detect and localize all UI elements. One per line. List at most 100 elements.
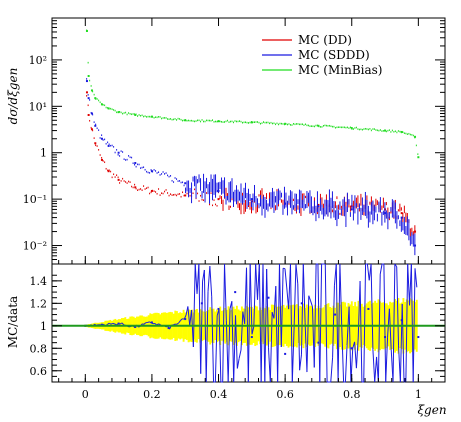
ratio-segment (324, 263, 328, 383)
ratio-segment (394, 263, 398, 267)
y-tick-label: 1.4 (30, 275, 48, 288)
y-tick-label: 10¹ (29, 100, 47, 113)
ratio-segment (251, 326, 255, 335)
ratio-segment (299, 354, 302, 371)
ratio-segment (410, 263, 414, 383)
ratio-segment (284, 268, 288, 289)
ratio-segment (235, 315, 238, 369)
data-point (400, 216, 403, 219)
ratio-segment (304, 322, 308, 373)
ratio-segment (269, 312, 273, 383)
ratio-segment (377, 274, 381, 383)
data-point (150, 115, 153, 118)
ratio-segment (147, 321, 150, 323)
x-tick-label: 0 (82, 388, 89, 401)
ratio-segment (414, 268, 418, 288)
ratio-point (350, 347, 353, 350)
ratio-segment (300, 263, 304, 355)
x-tick-label: 0.2 (143, 388, 161, 401)
ratio-segment (253, 263, 257, 327)
ratio-segment (114, 323, 117, 326)
ratio-segment (200, 281, 204, 374)
data-point (217, 198, 220, 201)
data-point (90, 112, 93, 115)
ratio-segment (236, 358, 240, 369)
data-point (85, 91, 88, 94)
top-axes: 10⁻² 10⁻¹ 1 10¹ 10² (23, 17, 445, 264)
ratio-segment (158, 323, 161, 326)
data-point (100, 137, 103, 140)
data-point (100, 103, 103, 106)
ratio-segment (227, 308, 231, 383)
ratio-segment (297, 283, 301, 371)
ratio-segment (247, 263, 251, 383)
ratio-segment (383, 263, 387, 383)
top-y-axis-title: dσ/dξgen (6, 68, 20, 125)
ratio-segment (180, 318, 183, 321)
data-point (184, 119, 187, 122)
ratio-segment (194, 263, 198, 294)
ratio-segment (405, 263, 409, 382)
ratio-segment (173, 323, 176, 326)
ratio-segment (143, 322, 147, 325)
ratio-segment (366, 263, 370, 281)
ratio-point (100, 323, 103, 326)
ratio-segment (266, 268, 269, 348)
ratio-segment (407, 263, 411, 306)
ratio-segment (255, 263, 258, 300)
ratio-point (134, 325, 137, 328)
ratio-point (184, 318, 187, 321)
ratio-point (250, 336, 253, 339)
ratio-point (267, 296, 270, 299)
top-panel-frame (51, 17, 446, 265)
data-point (317, 203, 320, 206)
ratio-point (167, 327, 170, 330)
ratio-segment (178, 320, 181, 324)
ratio-point (300, 302, 303, 305)
ratio-segment (209, 266, 213, 297)
x-tick-label: 0.8 (343, 388, 361, 401)
ratio-point (417, 336, 420, 339)
ratio-segment (339, 263, 343, 327)
data-point (85, 80, 88, 83)
ratio-segment (283, 267, 286, 270)
ratio-segment (260, 263, 264, 383)
legend: MC (DD)MC (SDDD)MC (MinBias) (262, 33, 382, 77)
ratio-segment (277, 263, 280, 383)
bottom-plot-area (52, 263, 445, 383)
ratio-point (284, 352, 287, 355)
ratio-segment (348, 306, 352, 383)
data-point (250, 121, 253, 124)
ratio-segment (154, 323, 158, 326)
ratio-segment (350, 348, 354, 383)
ratio-segment (238, 349, 242, 359)
ratio-segment (258, 263, 262, 383)
ratio-segment (372, 349, 376, 383)
data-point (250, 198, 253, 201)
ratio-segment (332, 285, 335, 358)
data-point (384, 129, 387, 132)
y-tick-label: 10⁻¹ (23, 193, 47, 206)
x-tick-label: 0.6 (276, 388, 294, 401)
bottom-axes: 0.6 0.8 1 1.2 1.4 0 0.2 0.4 0.6 0.8 1 (30, 260, 445, 401)
y-tick-label: 10⁻² (23, 240, 47, 253)
ratio-segment (295, 263, 299, 285)
ratio-segment (399, 303, 403, 383)
ratio-segment (121, 322, 125, 326)
data-point (107, 144, 110, 147)
data-point (85, 29, 88, 32)
data-point (414, 244, 417, 247)
data-point (350, 208, 353, 211)
ratio-segment (119, 322, 123, 325)
ratio-segment (341, 326, 345, 383)
ratio-segment (211, 296, 215, 383)
ratio-segment (275, 286, 279, 383)
data-point (184, 182, 187, 185)
data-point (284, 122, 287, 125)
ratio-segment (278, 263, 282, 348)
data-point (107, 107, 110, 110)
ratio-segment (106, 322, 110, 325)
ratio-segment (308, 295, 312, 302)
series-mc-sddd- (85, 78, 417, 256)
